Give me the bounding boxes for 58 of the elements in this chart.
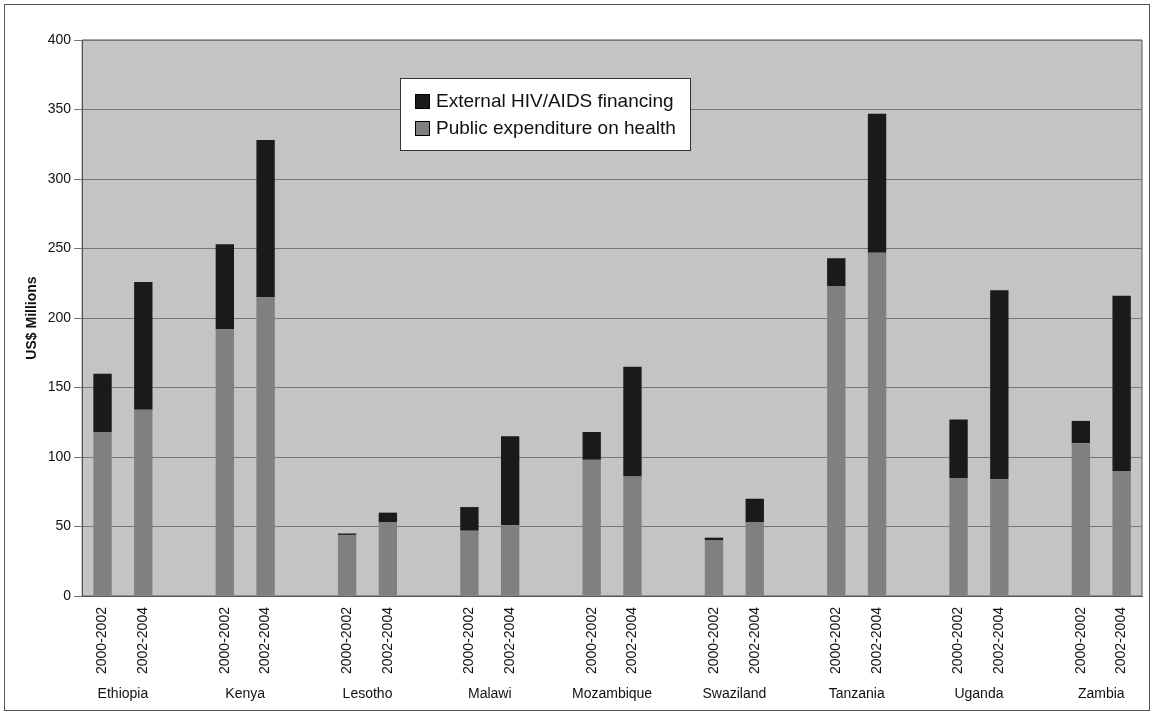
text: Malawi: [468, 684, 512, 701]
y-tick-label: 250: [47, 239, 72, 256]
text: Ethiopia: [97, 684, 149, 701]
bar: [704, 540, 724, 596]
x-tick-label: 2000-2002: [827, 606, 844, 674]
legend-label: Public expenditure on health: [436, 117, 676, 139]
y-tick-label: 400: [47, 30, 72, 47]
bar: [1112, 295, 1131, 471]
text: Lesotho: [342, 684, 393, 701]
text: Tanzania: [828, 684, 885, 701]
text: Kenya: [225, 684, 266, 701]
bar: [1071, 420, 1091, 444]
bar: [827, 258, 846, 287]
x-tick-label: 2000-2002: [460, 606, 477, 674]
y-tick-label: 0: [63, 586, 72, 603]
bar: [990, 290, 1009, 480]
x-tick-label: 2002-2004: [378, 606, 395, 674]
y-tick-label: 150: [47, 378, 72, 395]
x-tick-label: 2000-2002: [949, 606, 966, 674]
y-tick-label: 50: [55, 517, 72, 534]
x-tick-label: 2002-2004: [501, 606, 518, 674]
x-tick-label: 2000-2002: [582, 606, 599, 674]
y-tick-label: 350: [47, 100, 72, 117]
text: Uganda: [954, 684, 1004, 701]
bar: [256, 140, 275, 298]
x-tick-label: 2002-2004: [745, 606, 762, 674]
bar: [623, 366, 642, 477]
x-tick-label: 2000-2002: [215, 606, 232, 674]
x-tick-label: 2000-2002: [93, 606, 110, 674]
bar: [582, 432, 601, 460]
text: Mozambique: [572, 684, 653, 701]
y-tick-label: 200: [47, 308, 72, 325]
x-tick-label: 2002-2004: [1112, 606, 1129, 674]
x-tick-label: 2002-2004: [867, 606, 884, 674]
bar: [337, 534, 357, 596]
x-tick-label: 2000-2002: [337, 606, 354, 674]
bar: [460, 530, 479, 596]
text: Zambia: [1077, 684, 1125, 701]
y-tick-label: 300: [47, 169, 72, 186]
bar: [867, 113, 887, 253]
x-tick-label: 2000-2002: [1071, 606, 1088, 674]
y-tick-label: 100: [47, 447, 72, 464]
x-tick-label: 2000-2002: [704, 606, 721, 674]
x-tick-label: 2002-2004: [623, 606, 640, 674]
x-tick-label: 2002-2004: [256, 606, 273, 674]
x-tick-label: 2002-2004: [990, 606, 1007, 674]
bar: [745, 498, 764, 523]
x-tick-label: 2002-2004: [134, 606, 151, 674]
legend-label: External HIV/AIDS financing: [436, 90, 674, 112]
bar: [378, 512, 398, 523]
bar: [460, 507, 479, 531]
bar: [501, 436, 520, 526]
bar: [93, 373, 112, 433]
text: Swaziland: [702, 684, 767, 701]
y-axis-title: US$ Millions: [23, 276, 40, 360]
bar: [134, 281, 153, 410]
bar: [949, 419, 968, 478]
bar: [215, 244, 234, 330]
